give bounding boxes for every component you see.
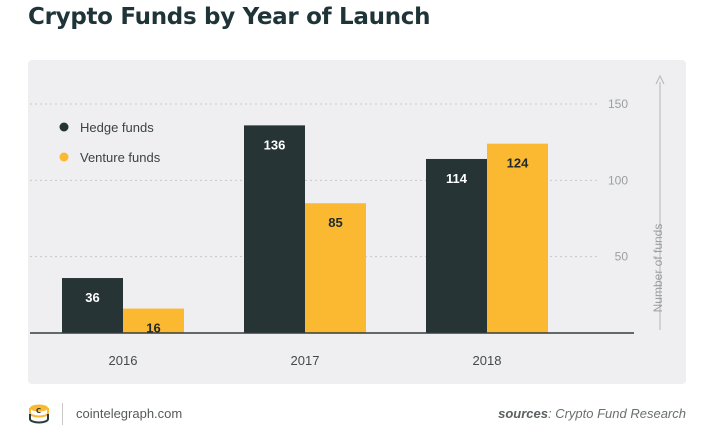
bar-hedge-funds-2016 <box>62 278 123 333</box>
svg-text:C: C <box>36 407 41 415</box>
sources-label: sources <box>498 406 548 421</box>
sources-text: : Crypto Fund Research <box>547 406 686 421</box>
data-label: 85 <box>328 215 342 230</box>
y-tick-label: 50 <box>615 250 629 264</box>
y-axis-label: Number of funds <box>651 224 665 313</box>
bar-venture-funds-2017 <box>305 203 366 333</box>
y-tick-label: 150 <box>608 97 628 111</box>
y-tick-label: 100 <box>608 173 628 187</box>
legend-label: Hedge funds <box>80 120 154 135</box>
x-tick-label: 2016 <box>109 353 138 368</box>
footer-sources: sources: Crypto Fund Research <box>498 406 686 421</box>
legend: Hedge funds Venture funds <box>59 120 161 165</box>
data-labels: 36 136 114 16 85 124 <box>85 137 529 335</box>
data-label: 16 <box>146 321 160 336</box>
bar-hedge-funds-2018 <box>426 158 487 333</box>
bar-venture-funds-2018 <box>487 143 548 333</box>
footer-divider <box>62 403 63 425</box>
bar-venture-funds-2016 <box>123 308 184 333</box>
footer-site-link[interactable]: cointelegraph.com <box>76 406 183 421</box>
x-tick-label: 2018 <box>473 353 502 368</box>
legend-label: Venture funds <box>80 150 161 165</box>
y-axis-arrow <box>655 74 665 330</box>
cointelegraph-logo-icon: C <box>29 404 49 424</box>
data-label: 36 <box>85 290 99 305</box>
bars <box>62 125 548 333</box>
data-label: 124 <box>507 156 529 171</box>
data-label: 136 <box>264 137 286 152</box>
data-label: 114 <box>446 171 468 186</box>
legend-marker-hedge-funds <box>59 122 69 132</box>
chart-title: Crypto Funds by Year of Launch <box>28 4 431 30</box>
legend-marker-venture-funds <box>59 152 69 162</box>
x-tick-label: 2017 <box>291 353 320 368</box>
axis-ticks: 50 100 150 2016 2017 2018 <box>109 97 629 368</box>
bar-hedge-funds-2017 <box>244 125 305 333</box>
